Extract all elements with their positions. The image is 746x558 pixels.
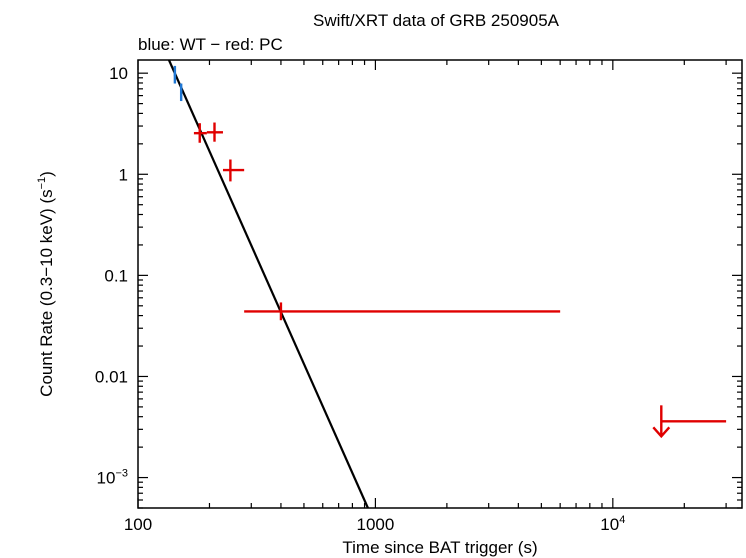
y-tick-label: 10−3 — [97, 468, 128, 488]
y-tick-label: 1 — [119, 165, 128, 184]
x-tick-label-exponent: 4 — [619, 514, 625, 526]
y-tick-label: 10 — [109, 64, 128, 83]
plot-frame — [137, 59, 743, 509]
model-line — [167, 59, 369, 509]
x-tick-label: 1000 — [357, 515, 395, 534]
pc-point — [193, 123, 207, 143]
chart-title: Swift/XRT data of GRB 250905A — [313, 11, 560, 30]
model-fit-line — [167, 59, 369, 509]
y-tick-label: 0.01 — [95, 367, 128, 386]
pc-point — [222, 159, 245, 182]
wt-point — [173, 65, 177, 84]
y-tick-label-base: 0.1 — [104, 266, 128, 285]
x-axis-label: Time since BAT trigger (s) — [342, 538, 537, 557]
y-axis-label: Count Rate (0.3−10 keV) (s−1) — [36, 171, 56, 397]
chart-subtitle: blue: WT − red: PC — [138, 35, 283, 54]
y-tick-label-base: 10 — [97, 469, 116, 488]
x-tick-label: 100 — [124, 515, 152, 534]
pc-point — [244, 302, 561, 321]
x-tick-label: 104 — [600, 514, 625, 534]
pc-point — [206, 122, 223, 142]
wt-point — [179, 83, 183, 102]
data-points — [173, 65, 727, 439]
down-arrow-icon — [652, 426, 671, 439]
y-axis-label-main: Count Rate (0.3−10 keV) (s — [37, 189, 56, 396]
y-tick-label: 0.1 — [104, 266, 128, 285]
y-axis-label-sup: −1 — [36, 177, 48, 190]
pc-upper-limit — [652, 405, 727, 439]
y-tick-label-base: 1 — [119, 165, 128, 184]
y-tick-label-base: 10 — [109, 64, 128, 83]
x-tick-label-base: 10 — [600, 515, 619, 534]
axis-ticks — [137, 60, 742, 509]
y-tick-label-exponent: −3 — [115, 468, 128, 480]
x-tick-label-base: 100 — [124, 515, 152, 534]
x-tick-labels: 100 1000 104 — [124, 514, 626, 534]
y-axis-label-close: ) — [37, 171, 56, 177]
x-tick-label-base: 1000 — [357, 515, 395, 534]
y-tick-label-base: 0.01 — [95, 367, 128, 386]
